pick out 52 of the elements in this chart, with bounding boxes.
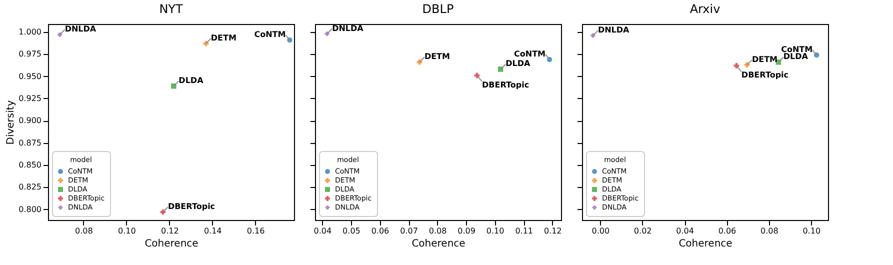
x-tick-label: 0.12: [160, 226, 179, 236]
x-tick-label: 0.16: [246, 226, 265, 236]
y-tick-label: 0.950: [18, 72, 42, 81]
y-tick-label: 0.875: [18, 138, 42, 148]
annotation: DBERTopic: [482, 80, 530, 90]
x-tick-label: 0.05: [342, 226, 360, 236]
annotation: CoNTM: [254, 30, 286, 39]
y-tick-label: 0.850: [18, 160, 42, 170]
y-tick-label: 0.900: [18, 116, 42, 126]
x-tick-label: 0.04: [314, 226, 332, 236]
x-tick-label: 0.09: [458, 226, 476, 236]
x-tick-label: 0.02: [634, 226, 652, 236]
x-tick-label: 0.10: [118, 226, 136, 236]
x-tick-label: 0.10: [486, 226, 504, 236]
annotation: DETM: [752, 54, 778, 64]
annotation: DBERTopic: [168, 202, 216, 212]
point: [744, 62, 750, 68]
annotation: DNLDA: [598, 26, 630, 35]
x-tick-label: 0.08: [760, 226, 778, 236]
x-tick-label: 0.12: [544, 226, 562, 236]
x-tick-label: 0.11: [515, 226, 534, 236]
y-axis-title: Diversity: [6, 100, 17, 145]
y-tick-label: 0.825: [18, 182, 42, 192]
y-tick-label: 0.975: [18, 50, 42, 59]
annotation: DNLDA: [64, 24, 97, 34]
x-axis-title: Coherence: [412, 238, 466, 250]
x-tick-label: 0.10: [802, 226, 821, 236]
annotation: DETM: [210, 34, 236, 43]
y-tick-label: 0.800: [18, 204, 42, 214]
x-tick-label: 0.06: [718, 226, 736, 236]
annotation: DLDA: [506, 59, 531, 68]
x-axis-title: Coherence: [678, 238, 732, 250]
x-tick-label: 0.04: [676, 226, 694, 236]
x-axis-title: Coherence: [144, 238, 198, 250]
chart-title: DBLP: [422, 2, 454, 16]
annotation: CoNTM: [514, 49, 546, 58]
annotation: CoNTM: [781, 45, 813, 54]
annotation: DBERTopic: [741, 70, 789, 80]
annotation: DLDA: [178, 76, 204, 86]
annotation: DLDA: [783, 52, 809, 62]
chart-title: Arxiv: [690, 2, 720, 16]
x-tick-label: 0.07: [400, 226, 418, 236]
y-tick-label: 1.000: [18, 27, 42, 36]
annotation: DNLDA: [332, 24, 364, 33]
x-tick-label: 0.00: [592, 226, 610, 236]
x-tick-label: 0.08: [75, 226, 93, 236]
y-tick-label: 0.925: [18, 94, 42, 103]
x-tick-label: 0.14: [204, 226, 222, 236]
chart-title: NYT: [159, 2, 184, 16]
x-tick-label: 0.06: [371, 226, 390, 236]
annotation: DETM: [424, 52, 450, 62]
x-tick-label: 0.08: [428, 226, 447, 236]
